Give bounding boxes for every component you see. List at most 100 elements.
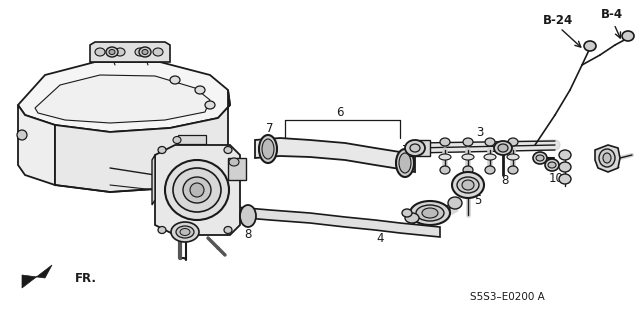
Ellipse shape — [240, 205, 256, 227]
Ellipse shape — [584, 41, 596, 51]
Ellipse shape — [422, 208, 438, 218]
Ellipse shape — [139, 47, 151, 57]
Ellipse shape — [165, 160, 229, 220]
Text: B-24: B-24 — [543, 13, 573, 26]
Ellipse shape — [262, 139, 274, 159]
Ellipse shape — [229, 158, 239, 166]
Ellipse shape — [173, 152, 181, 159]
Ellipse shape — [485, 138, 495, 146]
Ellipse shape — [599, 149, 615, 167]
Ellipse shape — [448, 197, 462, 209]
Ellipse shape — [507, 154, 519, 160]
Polygon shape — [22, 265, 52, 288]
Text: 3: 3 — [476, 125, 484, 138]
Ellipse shape — [259, 135, 277, 163]
Ellipse shape — [195, 86, 205, 94]
Ellipse shape — [402, 209, 412, 217]
Polygon shape — [152, 155, 155, 205]
Polygon shape — [55, 90, 230, 192]
Bar — [178, 150, 206, 159]
Ellipse shape — [440, 138, 450, 146]
Ellipse shape — [559, 150, 571, 160]
Ellipse shape — [173, 177, 181, 184]
Text: 1: 1 — [612, 159, 620, 172]
Text: 9: 9 — [444, 204, 451, 217]
Ellipse shape — [545, 159, 559, 171]
Ellipse shape — [457, 177, 479, 193]
Ellipse shape — [533, 152, 547, 164]
Ellipse shape — [17, 130, 27, 140]
Ellipse shape — [452, 172, 484, 198]
Polygon shape — [595, 145, 620, 172]
Polygon shape — [35, 75, 210, 123]
Ellipse shape — [463, 166, 473, 174]
Polygon shape — [155, 145, 240, 235]
Ellipse shape — [173, 168, 221, 212]
Ellipse shape — [439, 154, 451, 160]
Ellipse shape — [485, 166, 495, 174]
Ellipse shape — [190, 183, 204, 197]
Bar — [178, 163, 206, 172]
Text: 8: 8 — [244, 227, 252, 241]
Text: FR.: FR. — [75, 271, 97, 285]
Polygon shape — [18, 62, 230, 132]
Text: S5S3–E0200 A: S5S3–E0200 A — [470, 292, 545, 302]
Ellipse shape — [176, 226, 194, 238]
Ellipse shape — [158, 226, 166, 234]
Text: 6: 6 — [336, 106, 344, 118]
Ellipse shape — [115, 48, 125, 56]
Ellipse shape — [396, 149, 414, 177]
Ellipse shape — [462, 180, 474, 190]
Ellipse shape — [410, 201, 450, 225]
Ellipse shape — [405, 213, 419, 223]
Text: 8: 8 — [501, 174, 509, 187]
Ellipse shape — [170, 76, 180, 84]
Ellipse shape — [106, 47, 118, 57]
Ellipse shape — [484, 154, 496, 160]
Ellipse shape — [135, 48, 145, 56]
Polygon shape — [235, 207, 440, 237]
Bar — [410, 140, 430, 156]
Ellipse shape — [559, 162, 571, 172]
Ellipse shape — [622, 31, 634, 41]
Text: 4: 4 — [376, 232, 384, 244]
Ellipse shape — [508, 166, 518, 174]
Ellipse shape — [180, 228, 190, 235]
Ellipse shape — [109, 49, 115, 55]
Ellipse shape — [536, 155, 544, 161]
Ellipse shape — [463, 138, 473, 146]
Text: 5: 5 — [474, 194, 482, 206]
Ellipse shape — [173, 165, 181, 172]
Ellipse shape — [405, 140, 425, 156]
Text: 9: 9 — [409, 221, 417, 234]
Text: 10: 10 — [548, 172, 563, 184]
Text: 7: 7 — [266, 122, 274, 135]
Ellipse shape — [416, 205, 444, 221]
Bar — [228, 158, 246, 180]
Ellipse shape — [142, 49, 148, 55]
Ellipse shape — [183, 177, 211, 203]
Ellipse shape — [440, 166, 450, 174]
Text: 7: 7 — [403, 144, 410, 157]
Ellipse shape — [153, 48, 163, 56]
Text: 2: 2 — [422, 221, 429, 234]
Ellipse shape — [95, 48, 105, 56]
Ellipse shape — [399, 153, 411, 173]
Ellipse shape — [158, 146, 166, 153]
Ellipse shape — [173, 137, 181, 144]
Ellipse shape — [508, 138, 518, 146]
Ellipse shape — [462, 154, 474, 160]
Ellipse shape — [559, 174, 571, 184]
Bar — [178, 135, 206, 144]
Text: B-4: B-4 — [601, 9, 623, 21]
Polygon shape — [90, 42, 170, 62]
Ellipse shape — [205, 101, 215, 109]
Polygon shape — [255, 138, 415, 172]
Ellipse shape — [548, 162, 556, 168]
Ellipse shape — [494, 141, 512, 155]
Ellipse shape — [410, 144, 420, 152]
Polygon shape — [18, 105, 55, 185]
Ellipse shape — [171, 222, 199, 242]
Ellipse shape — [224, 146, 232, 153]
Ellipse shape — [224, 226, 232, 234]
